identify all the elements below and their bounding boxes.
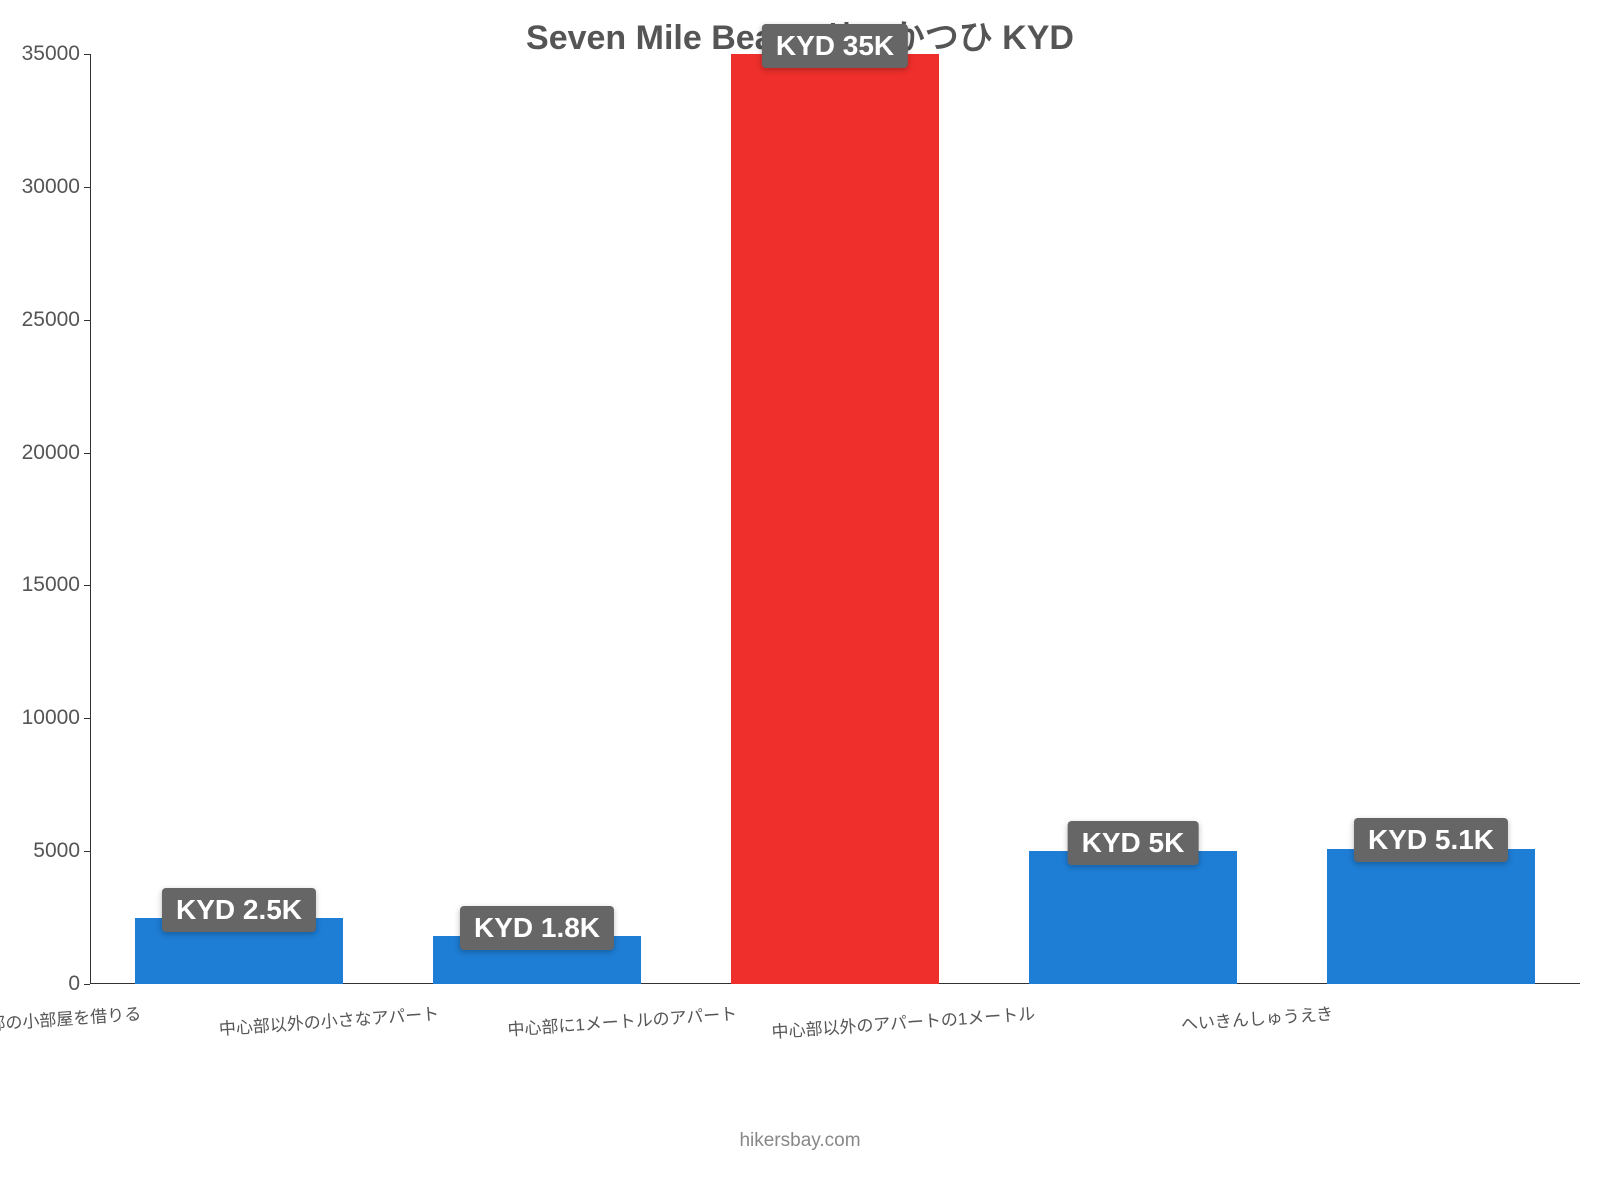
- y-tick-label: 15000: [22, 573, 90, 597]
- y-tick-label: 35000: [22, 42, 90, 66]
- attribution-text: hikersbay.com: [0, 1130, 1600, 1152]
- y-tick-label: 10000: [22, 706, 90, 730]
- y-axis-line: [90, 54, 91, 984]
- x-category-label: 中心部に1メートルのアパート: [506, 1000, 737, 1041]
- plot-area: 05000100001500020000250003000035000KYD 2…: [90, 54, 1580, 984]
- bar-value-label: KYD 35K: [762, 24, 908, 68]
- bar: [731, 54, 940, 984]
- bar-value-label: KYD 2.5K: [162, 888, 316, 932]
- x-category-label: 中心部の小部屋を借りる: [0, 1000, 142, 1038]
- bar-value-label: KYD 1.8K: [460, 906, 614, 950]
- y-tick-label: 30000: [22, 175, 90, 199]
- y-tick-label: 25000: [22, 308, 90, 332]
- bar-value-label: KYD 5K: [1068, 821, 1199, 865]
- x-category-label: 中心部以外のアパートの1メートル: [770, 1000, 1035, 1043]
- bar: [1327, 849, 1536, 985]
- bar-value-label: KYD 5.1K: [1354, 818, 1508, 862]
- y-tick-label: 0: [68, 972, 90, 996]
- y-tick-label: 5000: [33, 839, 90, 863]
- y-tick-label: 20000: [22, 441, 90, 465]
- x-category-label: へいきんしゅうえき: [1180, 1000, 1334, 1036]
- chart-container: Seven Mile Beach せいかつひ KYD 0500010000150…: [0, 0, 1600, 1200]
- bar: [1029, 851, 1238, 984]
- x-category-label: 中心部以外の小さなアパート: [218, 1000, 440, 1040]
